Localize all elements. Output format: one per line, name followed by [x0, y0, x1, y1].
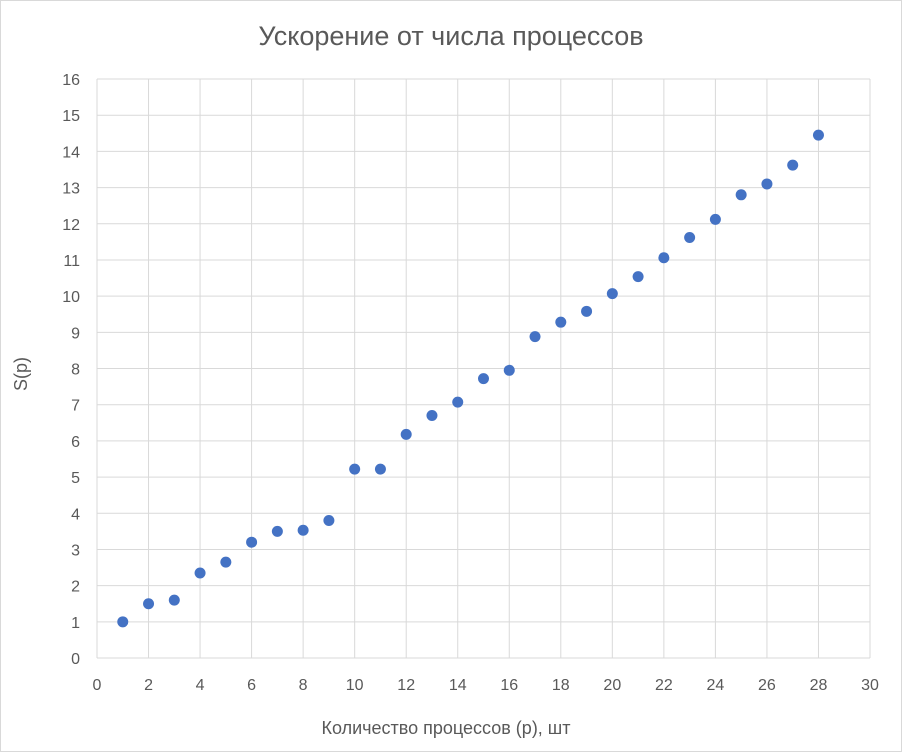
data-point [555, 316, 567, 328]
x-tick-label: 26 [758, 677, 776, 694]
y-tick-label: 13 [62, 181, 80, 198]
y-tick-label: 2 [71, 579, 80, 596]
data-point [658, 252, 670, 264]
x-tick-label: 14 [449, 677, 467, 694]
y-tick-label: 16 [62, 72, 80, 89]
x-tick-label: 24 [707, 677, 725, 694]
data-point [246, 536, 258, 548]
y-tick-label: 1 [71, 615, 80, 632]
data-point [581, 305, 593, 317]
data-point [503, 364, 515, 376]
data-point [271, 525, 283, 537]
data-point [478, 373, 489, 385]
data-point [709, 213, 721, 225]
x-tick-label: 20 [603, 677, 621, 694]
x-tick-label: 10 [346, 677, 364, 694]
data-point [323, 514, 335, 526]
data-point [168, 594, 180, 606]
data-point [374, 463, 386, 475]
y-tick-label: 14 [62, 144, 80, 161]
data-point [117, 616, 129, 628]
x-tick-label: 6 [247, 677, 256, 694]
x-tick-label: 12 [397, 677, 415, 694]
data-point [194, 567, 206, 579]
x-tick-label: 18 [552, 677, 570, 694]
y-tick-label: 7 [71, 398, 80, 415]
x-tick-label: 2 [144, 677, 153, 694]
y-tick-label: 11 [63, 253, 80, 270]
data-point [606, 288, 618, 300]
chart-title: Ускорение от числа процессов [258, 21, 643, 51]
data-point [452, 396, 464, 408]
data-point [297, 524, 309, 536]
y-tick-label: 9 [71, 325, 80, 342]
y-tick-label: 3 [71, 542, 80, 559]
data-point [812, 129, 824, 141]
data-point [529, 331, 541, 343]
data-points [117, 129, 824, 628]
data-point [632, 271, 644, 283]
data-point [761, 178, 773, 190]
y-tick-label: 15 [62, 108, 80, 125]
x-tick-label: 30 [861, 677, 879, 694]
y-tick-label: 5 [71, 470, 80, 487]
y-axis-label: S(p) [11, 357, 31, 391]
data-point [735, 189, 747, 201]
x-tick-label: 22 [655, 677, 673, 694]
x-axis-label: Количество процессов (p), шт [321, 718, 570, 738]
y-tick-label: 4 [71, 506, 80, 523]
x-tick-label: 16 [500, 677, 518, 694]
data-point [400, 428, 412, 440]
x-axis-ticks: 0 2 4 6 8 10 12 14 16 18 20 22 24 26 28 30 [93, 677, 879, 694]
x-tick-label: 4 [196, 677, 205, 694]
data-point [220, 556, 232, 568]
data-point [684, 232, 696, 244]
y-tick-label: 10 [62, 289, 80, 306]
y-tick-label: 0 [71, 651, 80, 668]
data-point [426, 410, 438, 422]
x-tick-label: 8 [299, 677, 308, 694]
y-tick-label: 12 [62, 217, 80, 234]
x-tick-label: 28 [810, 677, 828, 694]
data-point [349, 463, 361, 475]
y-tick-label: 8 [71, 362, 80, 379]
chart-gridlines [96, 78, 871, 659]
y-tick-label: 6 [71, 434, 80, 451]
data-point [143, 598, 155, 610]
x-tick-label: 0 [93, 677, 102, 694]
data-point [787, 159, 799, 171]
